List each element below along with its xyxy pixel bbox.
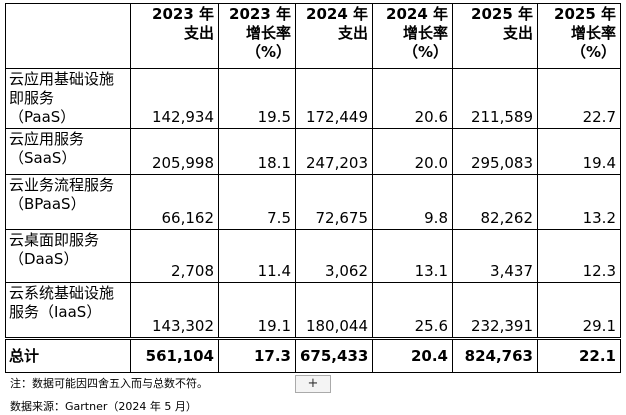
row-label: 云业务流程服务 （BPaaS）	[5, 174, 131, 230]
header-cell: 2024 年增长率 （%）	[372, 3, 453, 69]
value-cell: 13.1	[372, 229, 453, 283]
row-label: 云系统基础设施 服务（IaaS）	[5, 282, 131, 339]
header-text: 2023 年	[229, 5, 291, 23]
label-text: 云桌面即服务	[9, 231, 100, 249]
header-cell: 2023 年支出	[130, 3, 219, 69]
value-cell: 295,083	[452, 128, 538, 175]
label-text: 云应用基础设施	[9, 70, 115, 88]
value-cell: 19.1	[218, 282, 296, 339]
value-cell: 22.1	[537, 337, 621, 373]
value-cell: 13.2	[537, 174, 621, 230]
source: 数据来源：Gartner（2024 年 5 月）	[10, 400, 197, 413]
value-cell: 561,104	[130, 337, 219, 373]
value-cell: 20.0	[372, 128, 453, 175]
value-cell: 9.8	[372, 174, 453, 230]
header-text: （%）	[402, 43, 448, 61]
value-cell: 3,437	[452, 229, 538, 283]
label-text: 云系统基础设施	[9, 284, 115, 302]
header-text: 2025 年	[554, 5, 616, 23]
header-cell: 2024 年支出	[295, 3, 373, 69]
value-cell: 247,203	[295, 128, 373, 175]
corner-cell	[5, 3, 131, 69]
header-text: 支出	[502, 24, 533, 42]
header-row: 2023 年支出 2023 年增长率 （%） 2024 年支出 2024 年增长率 （%）…	[5, 3, 621, 69]
value-cell: 19.4	[537, 128, 621, 175]
value-cell: 172,449	[295, 68, 373, 129]
row-label: 云应用基础设施 即服务 （PaaS）	[5, 68, 131, 129]
header-text: 增长率	[570, 24, 616, 42]
value-cell: 205,998	[130, 128, 219, 175]
header-text: 增长率	[402, 24, 448, 42]
header-text: （%）	[245, 43, 291, 61]
label-text: 服务（IaaS）	[9, 303, 102, 321]
value-cell: 18.1	[218, 128, 296, 175]
value-cell: 7.5	[218, 174, 296, 230]
total-row: 总计 561,104 17.3 675,433 20.4 824,763 22.1	[5, 337, 621, 373]
value-cell: 20.4	[372, 337, 453, 373]
header-text: 2024 年	[386, 5, 448, 23]
label-text: （SaaS）	[9, 149, 77, 167]
value-cell: 142,934	[130, 68, 219, 129]
data-row: 云应用服务 （SaaS） 205,998 18.1 247,203 20.0 295,083…	[5, 128, 621, 175]
header-text: （%）	[570, 43, 616, 61]
value-cell: 22.7	[537, 68, 621, 129]
value-cell: 143,302	[130, 282, 219, 339]
value-cell: 82,262	[452, 174, 538, 230]
value-cell: 232,391	[452, 282, 538, 339]
value-cell: 11.4	[218, 229, 296, 283]
header-text: 支出	[337, 24, 368, 42]
value-cell: 824,763	[452, 337, 538, 373]
value-cell: 19.5	[218, 68, 296, 129]
label-text: 总计	[9, 346, 40, 365]
value-cell: 29.1	[537, 282, 621, 339]
data-row: 云业务流程服务 （BPaaS） 66,162 7.5 72,675 9.8 82,262 13…	[5, 174, 621, 230]
header-cell: 2025 年增长率 （%）	[537, 3, 621, 69]
value-cell: 675,433	[295, 337, 373, 373]
value-cell: 66,162	[130, 174, 219, 230]
row-label: 云桌面即服务 （DaaS）	[5, 229, 131, 283]
value-cell: 12.3	[537, 229, 621, 283]
header-text: 增长率	[245, 24, 291, 42]
header-text: 2023 年	[152, 5, 214, 23]
data-row: 云系统基础设施 服务（IaaS） 143,302 19.1 180,044 25.6 232…	[5, 282, 621, 339]
value-cell: 20.6	[372, 68, 453, 129]
note: 注：数据可能因四舍五入而与总数不符。	[10, 377, 208, 390]
data-row: 云应用基础设施 即服务 （PaaS） 142,934 19.5 172,449 20.6 21…	[5, 68, 621, 129]
value-cell: 3,062	[295, 229, 373, 283]
label-text: 即服务	[9, 89, 55, 107]
row-label: 总计	[5, 337, 131, 373]
row-label: 云应用服务 （SaaS）	[5, 128, 131, 175]
data-table: 2023 年支出 2023 年增长率 （%） 2024 年支出 2024 年增长率 （%）…	[5, 3, 621, 373]
value-cell: 72,675	[295, 174, 373, 230]
header-text: 2024 年	[306, 5, 368, 23]
data-row: 云桌面即服务 （DaaS） 2,708 11.4 3,062 13.1 3,437 12.3	[5, 229, 621, 283]
add-button[interactable]: +	[295, 375, 331, 393]
label-text: 云应用服务	[9, 130, 85, 148]
value-cell: 180,044	[295, 282, 373, 339]
label-text: （BPaaS）	[9, 195, 86, 213]
value-cell: 17.3	[218, 337, 296, 373]
header-cell: 2023 年增长率 （%）	[218, 3, 296, 69]
value-cell: 211,589	[452, 68, 538, 129]
header-text: 2025 年	[471, 5, 533, 23]
label-text: （DaaS）	[9, 250, 79, 268]
label-text: 云业务流程服务	[9, 176, 115, 194]
label-text: （PaaS）	[9, 108, 76, 126]
value-cell: 2,708	[130, 229, 219, 283]
header-text: 支出	[183, 24, 214, 42]
value-cell: 25.6	[372, 282, 453, 339]
header-cell: 2025 年支出	[452, 3, 538, 69]
